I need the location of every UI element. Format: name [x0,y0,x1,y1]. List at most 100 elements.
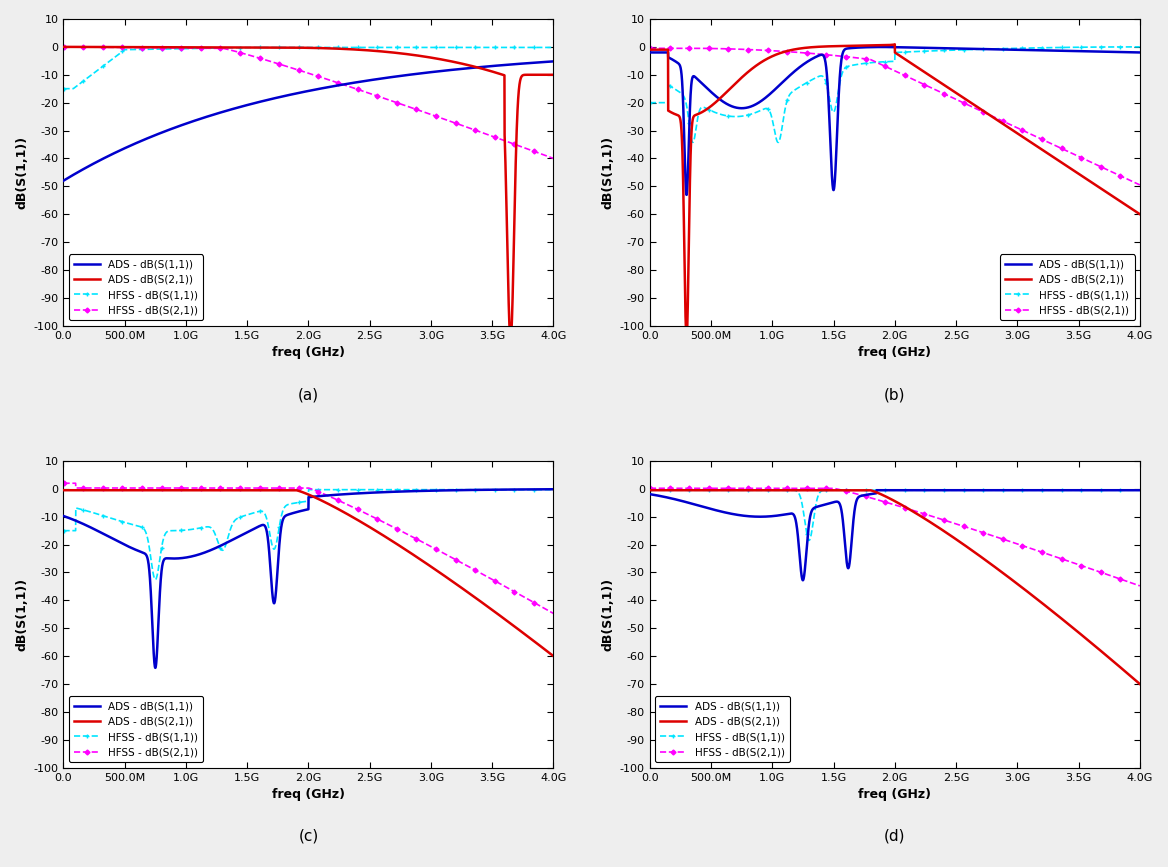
Line: ADS - dB(S(1,1)): ADS - dB(S(1,1)) [649,490,1140,580]
HFSS - dB(S(2,1)) [642,483,656,493]
ADS - dB(S(2,1)) [56,42,70,52]
HFSS - dB(S(1,1)) [537,42,551,53]
X-axis label: freq (GHz): freq (GHz) [272,346,345,359]
HFSS - dB(S(2,1)) [112,42,126,53]
HFSS - dB(S(1,1)) [547,485,561,495]
ADS - dB(S(2,1)) [112,485,126,495]
ADS - dB(S(2,1)) [1133,679,1147,689]
ADS - dB(S(2,1)) [642,485,656,495]
HFSS - dB(S(1,1)) [56,83,70,94]
Line: ADS - dB(S(1,1)): ADS - dB(S(1,1)) [649,47,1140,195]
X-axis label: freq (GHz): freq (GHz) [858,788,931,801]
HFSS - dB(S(1,1)) [244,42,258,53]
ADS - dB(S(1,1)) [680,190,694,200]
HFSS - dB(S(1,1)) [56,525,70,536]
ADS - dB(S(2,1)) [537,69,551,80]
HFSS - dB(S(2,1)) [728,483,742,493]
HFSS - dB(S(1,1)) [853,59,867,69]
Text: (d): (d) [884,829,905,844]
HFSS - dB(S(1,1)) [485,42,499,53]
HFSS - dB(S(1,1)) [642,97,656,108]
ADS - dB(S(2,1)) [244,485,258,495]
HFSS - dB(S(1,1)) [830,485,844,495]
Text: (c): (c) [298,829,319,844]
ADS - dB(S(1,1)) [1124,47,1138,57]
HFSS - dB(S(1,1)) [1133,42,1147,52]
ADS - dB(S(1,1)) [830,497,844,507]
ADS - dB(S(1,1)) [244,525,258,535]
HFSS - dB(S(2,1)) [830,50,844,61]
X-axis label: freq (GHz): freq (GHz) [272,788,345,801]
ADS - dB(S(2,1)) [537,643,551,654]
ADS - dB(S(2,1)) [830,485,844,495]
ADS - dB(S(2,1)) [265,42,279,53]
ADS - dB(S(1,1)) [537,57,551,68]
ADS - dB(S(1,1)) [698,502,712,512]
HFSS - dB(S(2,1)) [56,42,70,52]
ADS - dB(S(1,1)) [547,56,561,67]
ADS - dB(S(2,1)) [244,42,258,53]
HFSS - dB(S(1,1)) [1124,485,1138,495]
Line: HFSS - dB(S(1,1)): HFSS - dB(S(1,1)) [61,487,556,582]
HFSS - dB(S(2,1)) [141,42,155,53]
ADS - dB(S(2,1)) [728,485,742,495]
ADS - dB(S(2,1)) [1133,209,1147,219]
ADS - dB(S(2,1)) [141,485,155,495]
Text: (a): (a) [298,387,319,402]
ADS - dB(S(1,1)) [795,575,809,585]
ADS - dB(S(1,1)) [547,484,561,494]
ADS - dB(S(1,1)) [1133,485,1147,495]
HFSS - dB(S(1,1)) [830,88,844,99]
HFSS - dB(S(2,1)) [1124,175,1138,186]
HFSS - dB(S(1,1)) [266,42,280,53]
Text: (b): (b) [884,387,905,402]
ADS - dB(S(1,1)) [869,485,883,495]
ADS - dB(S(2,1)) [56,485,70,495]
HFSS - dB(S(2,1)) [56,478,70,488]
ADS - dB(S(1,1)) [830,108,844,118]
Y-axis label: dB(S(1,1)): dB(S(1,1)) [602,136,614,209]
ADS - dB(S(1,1)) [484,61,498,71]
ADS - dB(S(2,1)) [547,651,561,662]
HFSS - dB(S(1,1)) [698,103,712,114]
Line: ADS - dB(S(2,1)): ADS - dB(S(2,1)) [63,47,554,340]
ADS - dB(S(1,1)) [56,175,70,186]
HFSS - dB(S(2,1)) [547,153,561,164]
HFSS - dB(S(1,1)) [112,49,126,59]
Y-axis label: dB(S(1,1)): dB(S(1,1)) [602,577,614,651]
HFSS - dB(S(1,1)) [771,137,785,147]
ADS - dB(S(1,1)) [698,82,712,93]
ADS - dB(S(1,1)) [112,537,126,547]
HFSS - dB(S(2,1)) [547,609,561,619]
HFSS - dB(S(2,1)) [244,50,258,61]
HFSS - dB(S(1,1)) [112,516,126,526]
Line: ADS - dB(S(2,1)): ADS - dB(S(2,1)) [649,44,1140,326]
HFSS - dB(S(1,1)) [537,485,551,495]
HFSS - dB(S(1,1)) [547,42,561,53]
ADS - dB(S(1,1)) [244,99,258,109]
HFSS - dB(S(2,1)) [698,43,712,54]
ADS - dB(S(1,1)) [1071,46,1085,56]
X-axis label: freq (GHz): freq (GHz) [858,346,931,359]
HFSS - dB(S(2,1)) [851,489,865,499]
Line: ADS - dB(S(2,1)): ADS - dB(S(2,1)) [649,490,1140,684]
HFSS - dB(S(2,1)) [265,57,279,68]
ADS - dB(S(2,1)) [728,79,742,89]
ADS - dB(S(2,1)) [698,105,712,115]
ADS - dB(S(1,1)) [642,48,656,58]
ADS - dB(S(1,1)) [1133,48,1147,58]
ADS - dB(S(2,1)) [830,41,844,51]
ADS - dB(S(2,1)) [1124,670,1138,681]
Line: ADS - dB(S(1,1)): ADS - dB(S(1,1)) [63,489,554,668]
HFSS - dB(S(1,1)) [141,538,155,548]
ADS - dB(S(1,1)) [728,509,742,519]
HFSS - dB(S(2,1)) [698,483,712,493]
Line: HFSS - dB(S(1,1)): HFSS - dB(S(1,1)) [647,44,1142,145]
ADS - dB(S(2,1)) [547,69,561,80]
HFSS - dB(S(1,1)) [148,574,162,584]
HFSS - dB(S(1,1)) [853,485,867,495]
ADS - dB(S(1,1)) [728,102,742,113]
ADS - dB(S(1,1)) [56,511,70,521]
ADS - dB(S(2,1)) [1071,168,1085,179]
ADS - dB(S(1,1)) [853,492,867,502]
